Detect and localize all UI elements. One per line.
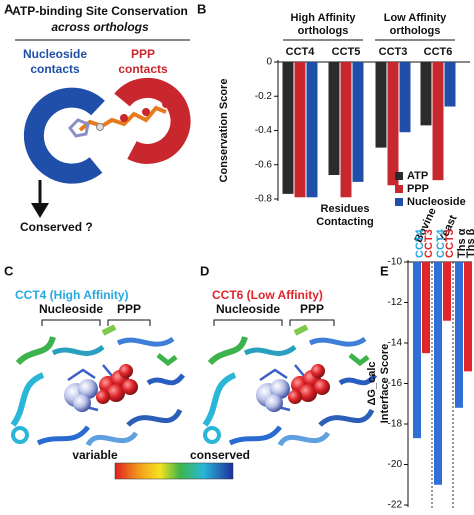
panel-label: B (197, 1, 206, 16)
bar (420, 62, 432, 126)
y-tick-label: -0.6 (255, 159, 273, 170)
y-tick-label: -22 (388, 500, 403, 511)
group-label: orthologs (298, 25, 349, 37)
y-axis-label: Conservation Score (218, 79, 230, 183)
bar (464, 262, 472, 372)
bar (387, 62, 399, 186)
arrow-head (31, 203, 49, 218)
bar (422, 262, 430, 354)
group-label: High Affinity (291, 12, 357, 24)
nucleoside-label: Nucleoside (23, 47, 87, 61)
panel-label: A (4, 1, 14, 16)
y-tick-label: -0.8 (255, 194, 273, 205)
panel-subtitle: across orthologs (51, 20, 149, 34)
ppp-label: contacts (118, 62, 168, 76)
category-label: Ths β (465, 228, 474, 258)
y-tick-label: -16 (388, 378, 403, 389)
panel-title: CCT6 (Low Affinity) (212, 288, 323, 302)
panel-label: D (200, 263, 209, 278)
bar (352, 62, 364, 182)
bracket-label: PPP (117, 302, 141, 316)
bracket (41, 319, 151, 326)
bar (443, 262, 451, 321)
colorbar (114, 462, 234, 480)
category-label: CCT6 (424, 46, 453, 58)
bar (434, 262, 442, 485)
group-label: orthologs (390, 25, 441, 37)
atp-molecule (68, 100, 170, 138)
legend-title: Contacting (316, 216, 373, 228)
panel-title: CCT4 (High Affinity) (15, 288, 129, 302)
bracket (213, 319, 335, 326)
bar (432, 62, 444, 181)
category-label: CCT5 (332, 46, 361, 58)
y-tick-label: -14 (388, 338, 403, 349)
bar (399, 62, 411, 133)
nucleoside-label: contacts (30, 62, 80, 76)
y-tick-label: -18 (388, 419, 403, 430)
ppp-label: PPP (131, 47, 155, 61)
bar (413, 262, 421, 439)
y-tick-label: 0 (266, 57, 272, 68)
bar (444, 62, 456, 107)
bar (455, 262, 463, 408)
ppp-pocket (114, 77, 191, 164)
structure-render (13, 327, 183, 445)
group-label: Low Affinity (384, 12, 447, 24)
structure-render (205, 327, 375, 445)
bar (328, 62, 340, 176)
legend-swatch (395, 198, 403, 206)
y-axis-label: Interface Score (379, 344, 391, 423)
bracket-label: Nucleoside (216, 302, 280, 316)
y-axis-label: ΔG_calc (366, 362, 378, 406)
y-tick-label: -0.2 (255, 91, 273, 102)
category-label: CCT3 (379, 46, 408, 58)
legend-swatch (395, 185, 403, 193)
legend-label: ATP (407, 170, 428, 182)
legend-swatch (395, 172, 403, 180)
bar (306, 62, 318, 198)
category-label: CCT4 (435, 228, 447, 258)
y-tick-label: -10 (388, 257, 403, 268)
legend-title: Residues (321, 203, 370, 215)
y-tick-label: -20 (388, 459, 403, 470)
bar (294, 62, 306, 198)
panel-title: ATP-binding Site Conservation (12, 4, 188, 18)
category-label: CCT3 (444, 229, 456, 258)
colorbar-high: conserved (190, 448, 250, 462)
bracket-label: PPP (300, 302, 324, 316)
legend-label: Nucleoside (407, 196, 466, 208)
category-label: CCT4 (286, 46, 316, 58)
colorbar-low: variable (72, 448, 118, 462)
panel-label: E (380, 263, 389, 278)
category-label: CCT3 (423, 229, 435, 258)
panel-label: C (4, 263, 14, 278)
bar (340, 62, 352, 198)
y-tick-label: -12 (388, 297, 403, 308)
bracket-label: Nucleoside (39, 302, 103, 316)
y-tick-label: -0.4 (255, 125, 273, 136)
category-label: Ths α (456, 228, 468, 258)
bar (282, 62, 294, 194)
bar (375, 62, 387, 148)
legend-label: PPP (407, 183, 429, 195)
category-label: CCT4 (414, 228, 426, 258)
nucleoside-pocket (23, 87, 105, 184)
question: Conserved ? (20, 220, 93, 234)
